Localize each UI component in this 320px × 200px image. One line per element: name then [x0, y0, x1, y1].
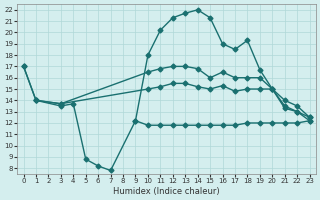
X-axis label: Humidex (Indice chaleur): Humidex (Indice chaleur) — [113, 187, 220, 196]
